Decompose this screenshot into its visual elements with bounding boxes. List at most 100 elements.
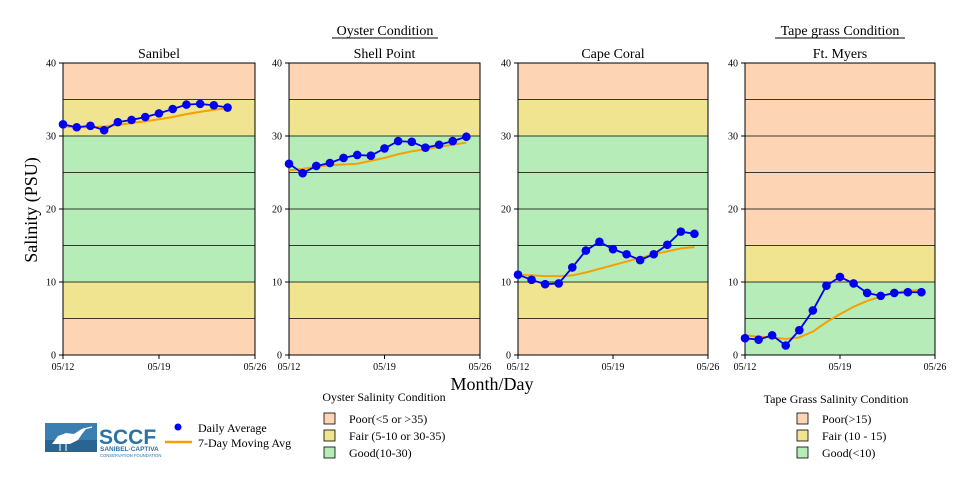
cape-coral-daily-point-3 bbox=[554, 279, 564, 288]
shell-point-daily-point-2 bbox=[311, 161, 321, 171]
ft-myers-ytick-label-40: 40 bbox=[728, 59, 738, 70]
sanibel-xtick-label-0: 05/12 bbox=[52, 362, 75, 373]
shell-point-daily-point-4 bbox=[339, 153, 348, 163]
panel-sanibel: 0 10 20 30 40 05/12 05/19 05/26 Sanibel bbox=[46, 47, 266, 373]
ft-myers-daily-point-1 bbox=[754, 335, 763, 344]
sanibel-xtick-label-1: 05/19 bbox=[148, 362, 171, 373]
ft-myers-xtick-label-0: 05/12 bbox=[734, 362, 757, 373]
series-legend: Daily Average 7-Day Moving Avg bbox=[165, 421, 291, 450]
ft-myers-daily-point-11 bbox=[889, 288, 899, 298]
oyster-legend-good: Good(10-30) bbox=[349, 446, 412, 460]
cape-coral-ytick-label-30: 30 bbox=[501, 132, 511, 143]
cape-coral-daily-point-0 bbox=[513, 270, 523, 280]
cape-coral-daily-point-7 bbox=[608, 244, 618, 254]
ft-myers-daily-point-9 bbox=[862, 288, 872, 298]
ft-myers-daily-point-3 bbox=[781, 341, 791, 350]
tapegrass-legend-poor: Poor(>15) bbox=[822, 412, 871, 426]
cape-coral-daily-point-11 bbox=[662, 240, 672, 250]
shell-point-daily-point-10 bbox=[421, 143, 430, 152]
ft-myers-daily-point-10 bbox=[876, 291, 886, 301]
shell-point-daily-point-11 bbox=[434, 140, 444, 150]
oyster-legend-swatch-poor bbox=[323, 412, 336, 425]
cape-coral-band-poor-0 bbox=[518, 318, 708, 355]
shell-point-ytick-label-0: 0 bbox=[277, 351, 282, 362]
tapegrass-condition-legend: Tape Grass Salinity Condition Poor(>15) … bbox=[764, 392, 909, 460]
cape-coral-daily-point-10 bbox=[649, 249, 659, 259]
legend-avg-label: 7-Day Moving Avg bbox=[198, 436, 291, 450]
cape-coral-daily-point-8 bbox=[622, 249, 631, 259]
shell-point-daily-point-8 bbox=[393, 136, 403, 146]
ft-myers-daily-point-4 bbox=[794, 325, 804, 335]
bird-wetland-icon bbox=[45, 423, 97, 452]
cape-coral-daily-point-12 bbox=[676, 227, 686, 236]
sanibel-ytick-label-40: 40 bbox=[46, 59, 56, 70]
sanibel-daily-point-11 bbox=[209, 101, 219, 110]
sanibel-band-poor-4 bbox=[63, 63, 255, 100]
tapegrass-legend-swatch-fair bbox=[796, 429, 809, 442]
shell-point-band-fair-1 bbox=[289, 282, 480, 319]
logo-line2: CONSERVATION FOUNDATION bbox=[100, 453, 161, 458]
panel-shell-point: 0 10 20 30 40 05/12 05/19 05/26 Shell Point bbox=[272, 47, 491, 373]
shell-point-daily-point-3 bbox=[325, 158, 335, 168]
oyster-legend-fair: Fair (5-10 or 30-35) bbox=[349, 429, 445, 443]
tapegrass-group-title: Tape grass Condition bbox=[781, 24, 900, 39]
sanibel-band-fair-3 bbox=[63, 99, 255, 136]
shell-point-daily-point-12 bbox=[448, 136, 458, 146]
ft-myers-band-poor-2 bbox=[745, 63, 935, 246]
cape-coral-moving-avg-line bbox=[517, 245, 695, 278]
logo-line1: SANIBEL-CAPTIVA bbox=[100, 446, 159, 453]
sanibel-daily-point-9 bbox=[182, 100, 191, 109]
ft-myers-daily-point-5 bbox=[808, 306, 818, 315]
shell-point-daily-point-5 bbox=[352, 150, 362, 160]
ft-myers-daily-point-8 bbox=[849, 279, 858, 288]
sanibel-band-poor-0 bbox=[63, 318, 255, 355]
ft-myers-daily-point-6 bbox=[822, 281, 831, 290]
shell-point-xtick-label-0: 05/12 bbox=[278, 362, 301, 373]
shell-point-daily-point-0 bbox=[284, 159, 294, 169]
shell-point-band-poor-0 bbox=[289, 318, 480, 355]
ft-myers-daily-point-7 bbox=[835, 272, 845, 282]
oyster-group-title: Oyster Condition bbox=[337, 24, 434, 39]
sanibel-daily-point-2 bbox=[86, 121, 95, 131]
shell-point-band-poor-4 bbox=[289, 63, 480, 100]
sanibel-ytick-label-0: 0 bbox=[51, 351, 56, 362]
shell-point-daily-point-1 bbox=[298, 168, 307, 178]
cape-coral-ytick-label-40: 40 bbox=[501, 59, 511, 70]
cape-coral-ytick-label-10: 10 bbox=[501, 278, 511, 289]
logo-name: SCCF bbox=[99, 426, 156, 449]
x-axis-label: Month/Day bbox=[451, 374, 534, 394]
oyster-legend-swatch-good bbox=[323, 446, 336, 459]
shell-point-daily-point-6 bbox=[366, 151, 376, 161]
ft-myers-ytick-label-0: 0 bbox=[733, 351, 738, 362]
ft-myers-xtick-label-1: 05/19 bbox=[829, 362, 852, 373]
ft-myers-ytick-label-10: 10 bbox=[728, 278, 738, 289]
sanibel-daily-point-12 bbox=[223, 103, 232, 112]
cape-coral-ytick-label-0: 0 bbox=[506, 351, 511, 362]
tapegrass-legend-swatch-poor bbox=[796, 412, 809, 425]
ft-myers-ytick-label-30: 30 bbox=[728, 132, 738, 143]
cape-coral-xtick-label-1: 05/19 bbox=[602, 362, 625, 373]
cape-coral-daily-point-13 bbox=[690, 229, 699, 239]
sanibel-daily-point-6 bbox=[140, 112, 150, 122]
tapegrass-legend-swatch-good bbox=[796, 446, 809, 459]
sanibel-daily-point-8 bbox=[168, 104, 178, 114]
cape-coral-ytick-label-20: 20 bbox=[501, 205, 511, 216]
sanibel-daily-point-1 bbox=[72, 122, 82, 132]
ft-myers-daily-point-12 bbox=[903, 287, 913, 297]
sanibel-daily-point-4 bbox=[113, 117, 123, 127]
panels: 0 10 20 30 40 05/12 05/19 05/26 Sanibel 0 10 20 30 40… bbox=[46, 47, 946, 373]
sanibel-daily-point-7 bbox=[154, 109, 164, 118]
cape-coral-band-fair-1 bbox=[518, 282, 708, 319]
sanibel-daily-point-3 bbox=[99, 125, 109, 135]
cape-coral-title: Cape Coral bbox=[581, 47, 644, 62]
ft-myers-daily-point-0 bbox=[740, 333, 750, 343]
sanibel-ytick-label-10: 10 bbox=[46, 278, 56, 289]
sanibel-daily-point-10 bbox=[195, 99, 205, 109]
shell-point-band-fair-3 bbox=[289, 99, 480, 136]
ft-myers-daily-point-2 bbox=[767, 330, 777, 340]
shell-point-xtick-label-2: 05/26 bbox=[469, 362, 492, 373]
tapegrass-legend-title: Tape Grass Salinity Condition bbox=[764, 392, 909, 406]
legend-daily-label: Daily Average bbox=[198, 421, 267, 435]
